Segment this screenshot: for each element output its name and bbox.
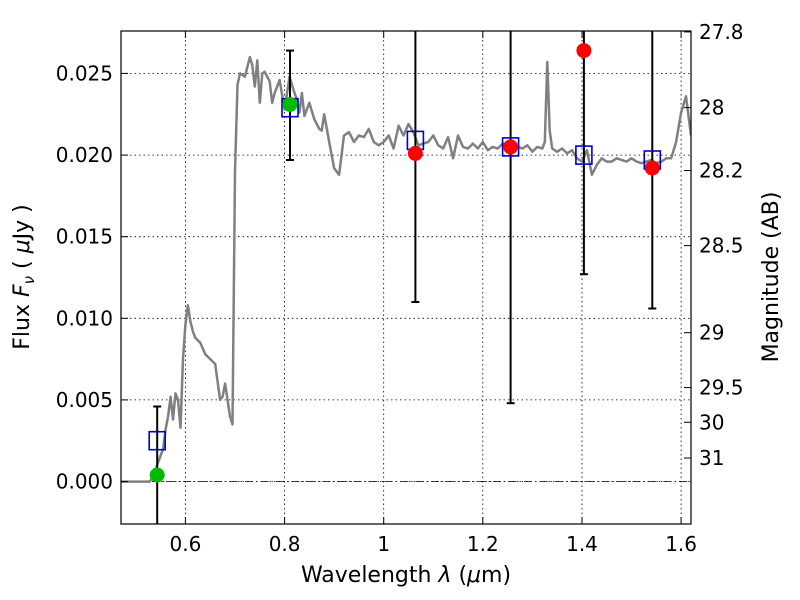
non-detection-point	[407, 145, 423, 161]
non-detection-point	[576, 43, 592, 59]
magnitude-tick-label: 28.5	[699, 234, 744, 258]
model-photometry-square	[501, 137, 520, 157]
magnitude-axis-ticks: 27.8 28 28.2 28.5 29 29.5 30 31	[684, 20, 744, 470]
detection-point	[149, 467, 165, 483]
plot-area	[121, 31, 691, 524]
y-tick-label: 0.020	[56, 143, 113, 167]
magnitude-axis-title: Magnitude (AB)	[759, 192, 784, 363]
x-tick-label: 1.6	[665, 532, 697, 556]
plot-frame	[120, 30, 692, 525]
magnitude-tick-label: 30	[699, 410, 724, 434]
non-detection-point	[503, 139, 519, 155]
y-tick-label: 0.025	[56, 61, 113, 85]
magnitude-tick-label: 27.8	[699, 20, 744, 44]
magnitude-tick-label: 28.2	[699, 159, 744, 183]
model-photometry-square	[575, 145, 593, 165]
x-tick-label: 0.8	[269, 532, 301, 556]
y-tick-label: 0.005	[56, 388, 113, 412]
magnitude-tick-label: 31	[699, 446, 724, 470]
model-photometry-square	[148, 430, 166, 451]
x-tick-label: 1.4	[566, 532, 598, 556]
magnitude-tick-label: 29	[699, 321, 724, 345]
x-axis-title: Wavelength λ (μm)	[301, 563, 511, 588]
y-tick-label: 0.000	[56, 470, 113, 494]
y-axis-title: Flux Fν ( μJy )	[10, 204, 38, 349]
model-spectrum-line	[121, 55, 691, 483]
y-tick-label: 0.010	[56, 306, 113, 330]
x-tick-label: 1.2	[467, 532, 499, 556]
grid-lines	[121, 31, 691, 524]
observed-photometry-markers	[149, 43, 660, 483]
magnitude-tick-label: 29.5	[699, 376, 744, 400]
x-tick-label: 0.6	[169, 532, 201, 556]
x-axis-ticks: 0.6 0.8 1 1.2 1.4 1.6	[169, 31, 697, 556]
detection-point	[282, 97, 298, 112]
magnitude-tick-label: 28	[699, 96, 724, 120]
error-bars	[153, 31, 657, 524]
y-tick-label: 0.015	[56, 225, 113, 249]
non-detection-point	[644, 160, 660, 176]
y-axis-ticks: 0.000 0.005 0.010 0.015 0.020 0.025	[56, 61, 128, 494]
x-tick-label: 1	[377, 532, 390, 556]
